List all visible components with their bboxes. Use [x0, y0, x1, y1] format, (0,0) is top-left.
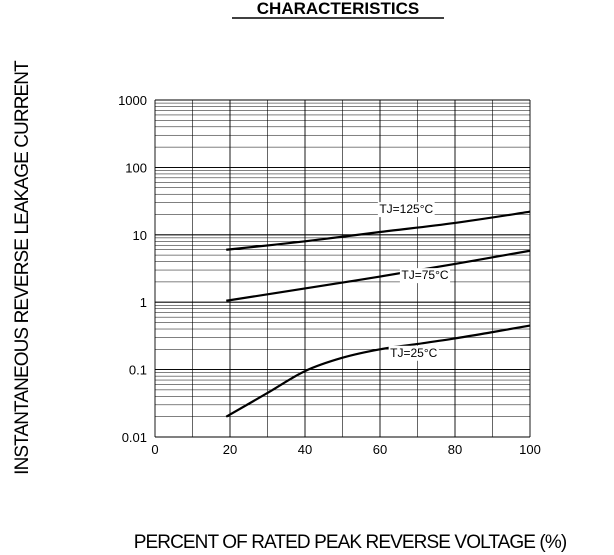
series-labels: TJ=125°C TJ=75°C TJ=25°C: [377, 202, 451, 361]
x-tick-label: 20: [223, 442, 237, 457]
x-tick-label: 0: [151, 442, 158, 457]
series-lines: [225, 210, 531, 418]
series-label: TJ=25°C: [390, 346, 437, 360]
y-axis-label: INSTANTANEOUS REVERSE LEAKAGE CURRENT: [12, 60, 33, 475]
x-tick-label: 60: [373, 442, 387, 457]
y-tick-label: 10: [133, 228, 147, 243]
chart-title: CHARACTERISTICS: [257, 0, 419, 18]
x-axis-ticks: 0 20 40 60 80 100: [151, 442, 540, 457]
series-label: TJ=75°C: [401, 268, 448, 282]
y-tick-label: 1000: [118, 93, 147, 108]
y-tick-label: 0.1: [129, 363, 147, 378]
series-line: [226, 249, 531, 302]
y-tick-label: 100: [125, 160, 147, 175]
series-line: [226, 210, 531, 251]
chart-grid: [154, 99, 531, 438]
series-label-background: [388, 345, 439, 361]
x-tick-label: 40: [298, 442, 312, 457]
series-label-background: [377, 202, 435, 218]
x-tick-label: 100: [519, 442, 541, 457]
y-tick-label: 0.01: [122, 430, 147, 445]
series-label: TJ=125°C: [379, 202, 433, 216]
x-tick-label: 80: [448, 442, 462, 457]
y-tick-label: 1: [140, 295, 147, 310]
series-label-background: [399, 268, 451, 284]
x-axis-label: PERCENT OF RATED PEAK REVERSE VOLTAGE (%…: [134, 532, 567, 553]
y-axis-ticks: 0.01 0.1 1 10 100 1000: [118, 93, 147, 445]
series-line: [225, 324, 531, 418]
